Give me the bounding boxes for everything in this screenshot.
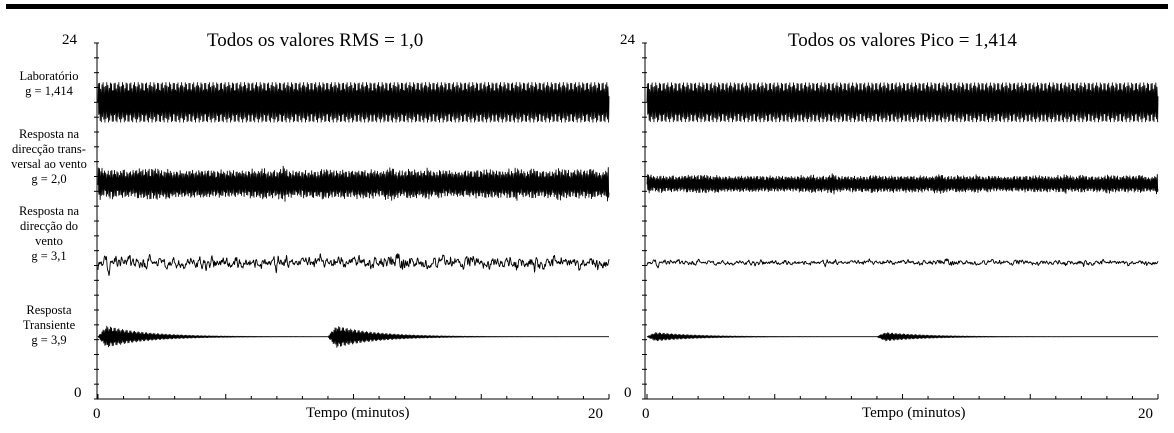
row-label-line: Resposta na bbox=[18, 204, 80, 218]
series-line-transient bbox=[97, 325, 610, 348]
row-label-line: Laboratório bbox=[19, 69, 79, 83]
row-label-line: g = 3,1 bbox=[31, 249, 67, 263]
row-label-line: Resposta bbox=[26, 303, 72, 317]
series-line-narrowband bbox=[646, 173, 1159, 195]
left-xlabel: Tempo (minutos) bbox=[306, 405, 410, 421]
right-panel-title: Todos os valores Pico = 1,414 bbox=[788, 30, 1017, 51]
row-label-transiente: Resposta Transiente g = 3,9 bbox=[3, 303, 95, 348]
series-line-sine bbox=[97, 82, 610, 123]
left-ytick-24: 24 bbox=[62, 32, 77, 48]
series-line-sine bbox=[646, 82, 1159, 123]
row-label-line: direcção do bbox=[20, 219, 78, 233]
row-label-line: Resposta na bbox=[18, 127, 80, 141]
series-line-narrowband bbox=[97, 165, 610, 202]
series-line-broadband bbox=[646, 258, 1159, 269]
row-label-laboratorio: Laboratório g = 1,414 bbox=[3, 69, 95, 99]
row-label-line: g = 3,9 bbox=[31, 333, 67, 347]
left-panel bbox=[94, 42, 610, 400]
series-line-broadband bbox=[97, 253, 610, 276]
row-label-line: g = 1,414 bbox=[25, 84, 73, 98]
right-xlabel: Tempo (minutos) bbox=[862, 405, 966, 421]
right-ytick-0: 0 bbox=[624, 385, 632, 401]
row-label-line: versal ao vento bbox=[11, 157, 87, 171]
right-ytick-24: 24 bbox=[620, 32, 635, 48]
row-label-line: direcção trans- bbox=[12, 142, 86, 156]
right-xtick-20: 20 bbox=[1138, 406, 1153, 422]
left-xtick-0: 0 bbox=[93, 406, 101, 422]
right-panel bbox=[642, 42, 1159, 400]
right-xtick-0: 0 bbox=[642, 406, 650, 422]
row-label-line: vento bbox=[35, 234, 63, 248]
left-ytick-0: 0 bbox=[74, 385, 82, 401]
left-panel-title: Todos os valores RMS = 1,0 bbox=[207, 30, 424, 51]
row-label-line: g = 2,0 bbox=[31, 172, 67, 186]
row-label-line: Transiente bbox=[22, 318, 76, 332]
row-label-vento: Resposta na direcção do vento g = 3,1 bbox=[3, 204, 95, 264]
series-line-transient bbox=[646, 332, 1159, 342]
top-rule bbox=[6, 4, 1168, 9]
row-label-transversal: Resposta na direcção trans- versal ao ve… bbox=[3, 127, 95, 187]
left-xtick-20: 20 bbox=[588, 406, 603, 422]
